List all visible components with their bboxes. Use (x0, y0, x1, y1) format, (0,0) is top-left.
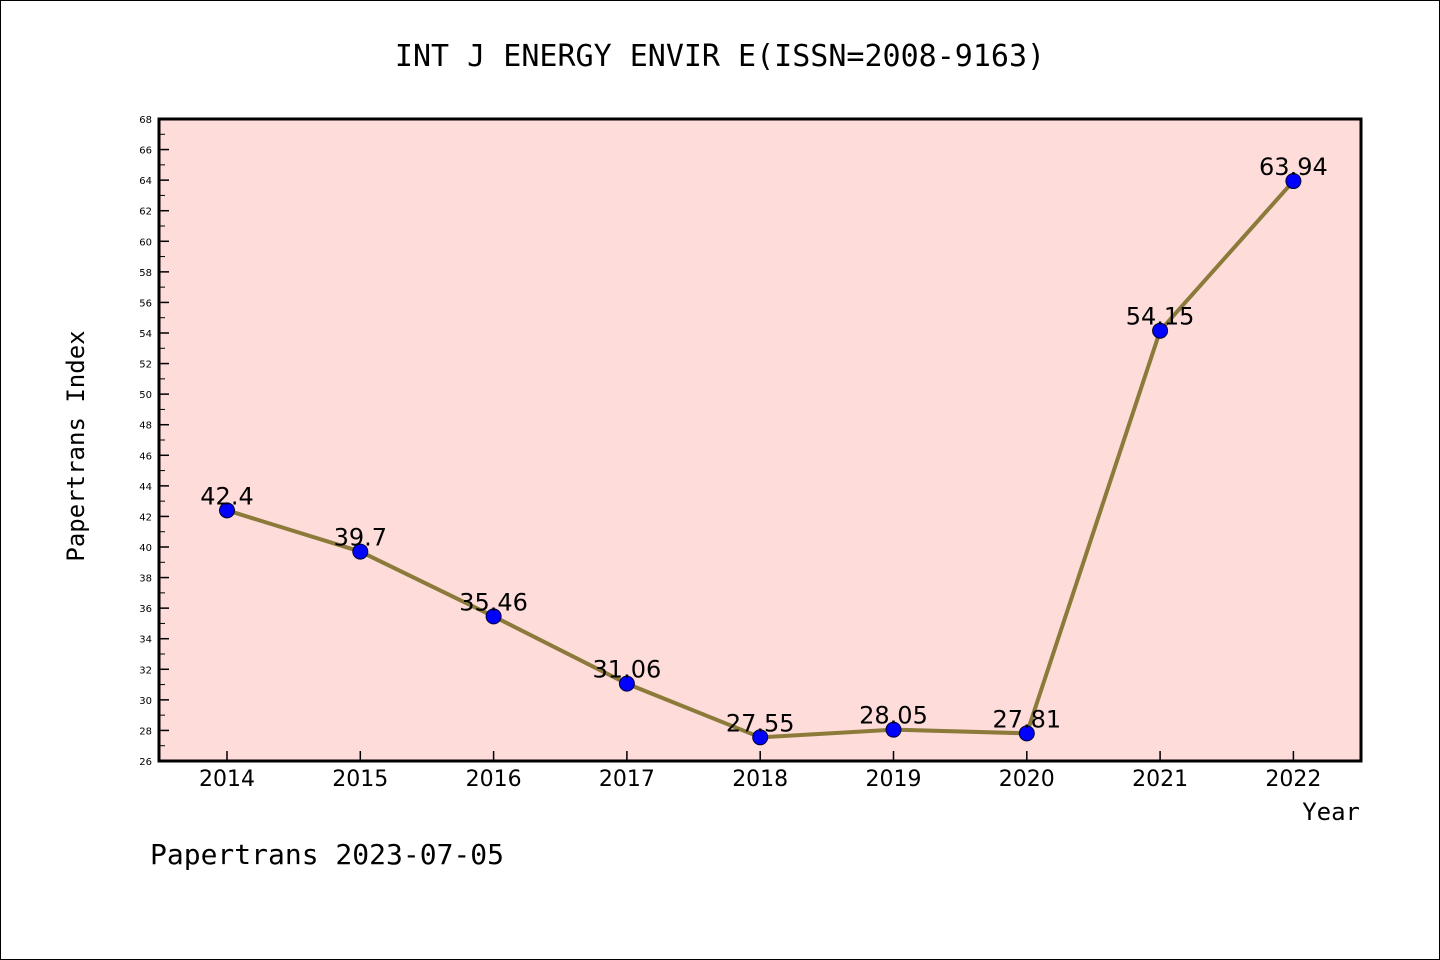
x-tick-label: 2020 (999, 767, 1055, 792)
data-label: 42.4 (200, 482, 253, 510)
y-axis-title: Papertrans Index (62, 330, 90, 561)
data-point (219, 502, 235, 519)
y-tick-label: 28 (139, 726, 152, 737)
data-point (752, 729, 769, 746)
data-label: 31.06 (593, 656, 662, 684)
data-point (485, 608, 502, 625)
y-tick-label: 62 (139, 207, 152, 218)
data-label: 27.55 (726, 709, 795, 737)
y-tick-label: 54 (139, 329, 152, 340)
y-tick-label: 42 (139, 512, 152, 523)
y-tick-label: 40 (139, 543, 152, 554)
series-layer: 42.4 39.7 35.46 31.06 27.55 28.05 27.81 54.15 63… (200, 153, 1328, 746)
y-tick-label: 36 (139, 604, 152, 615)
y-tick-label: 58 (139, 268, 152, 279)
y-tick-label: 64 (139, 176, 152, 187)
data-label: 35.46 (459, 588, 528, 616)
y-tick-label: 68 (139, 115, 152, 126)
y-tick-label: 32 (139, 665, 152, 676)
y-tick-label: 50 (139, 390, 152, 401)
data-label: 39.7 (334, 524, 387, 552)
y-tick-label: 52 (139, 360, 152, 371)
chart-title: INT J ENERGY ENVIR E(ISSN=2008-9163) (395, 39, 1045, 74)
y-tick-label: 66 (139, 146, 152, 157)
y-tick-label: 48 (139, 421, 152, 432)
x-tick-label: 2022 (1265, 767, 1321, 792)
y-tick-label: 46 (139, 451, 152, 462)
plot-area (157, 117, 1363, 763)
x-axis: 2014 2015 2016 2017 2018 2019 2020 2021 2022 (199, 751, 1321, 792)
data-point (352, 543, 369, 560)
footer-caption: Papertrans 2023-07-05 (150, 838, 504, 871)
y-tick-label: 30 (139, 696, 152, 707)
y-tick-label: 44 (139, 482, 152, 493)
x-tick-label: 2017 (599, 767, 655, 792)
data-point (885, 721, 902, 738)
x-tick-label: 2015 (332, 767, 388, 792)
x-tick-label: 2016 (466, 767, 522, 792)
data-point (1285, 173, 1302, 190)
x-tick-label: 2019 (866, 767, 922, 792)
x-tick-label: 2018 (732, 767, 788, 792)
data-point (1152, 322, 1169, 339)
data-label: 28.05 (859, 702, 928, 730)
y-tick-label: 60 (139, 237, 152, 248)
x-axis-title: Year (1302, 798, 1360, 826)
y-axis: 26 28 30 32 34 36 38 40 42 44 46 48 50 52 54 56 58 60 62 64… (139, 115, 169, 768)
data-point (1018, 725, 1035, 742)
y-tick-label: 38 (139, 574, 152, 585)
x-tick-label: 2014 (199, 767, 255, 792)
y-tick-label: 34 (139, 635, 152, 646)
data-label: 63.94 (1259, 153, 1328, 181)
x-tick-label: 2021 (1132, 767, 1188, 792)
data-label: 27.81 (992, 705, 1061, 733)
y-tick-label: 56 (139, 298, 152, 309)
y-tick-label: 26 (139, 757, 152, 768)
data-point (618, 675, 635, 692)
data-label: 54.15 (1126, 303, 1195, 331)
